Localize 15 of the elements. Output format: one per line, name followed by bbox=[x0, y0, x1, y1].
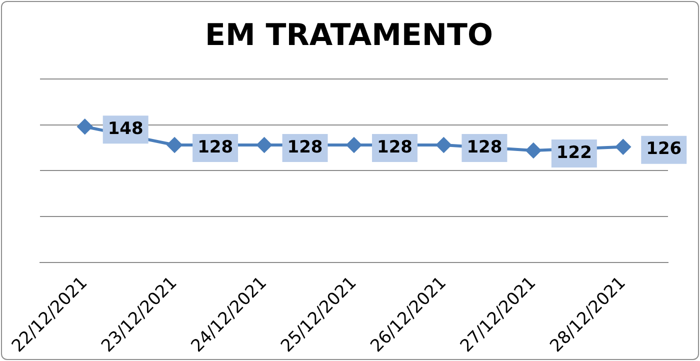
point bbox=[256, 137, 272, 152]
data-label: 148 bbox=[108, 119, 144, 140]
data-label: 128 bbox=[287, 137, 323, 158]
data-label: 128 bbox=[466, 137, 502, 158]
chart-title: EM TRATAMENTO bbox=[204, 18, 494, 53]
point bbox=[616, 139, 631, 154]
point bbox=[436, 137, 452, 152]
data-label: 128 bbox=[376, 137, 412, 158]
point bbox=[346, 137, 362, 152]
point bbox=[77, 119, 92, 134]
data-label: 128 bbox=[198, 137, 234, 158]
data-label: 126 bbox=[646, 139, 682, 160]
point bbox=[167, 137, 182, 152]
point bbox=[526, 142, 541, 158]
data-label: 122 bbox=[556, 142, 592, 163]
